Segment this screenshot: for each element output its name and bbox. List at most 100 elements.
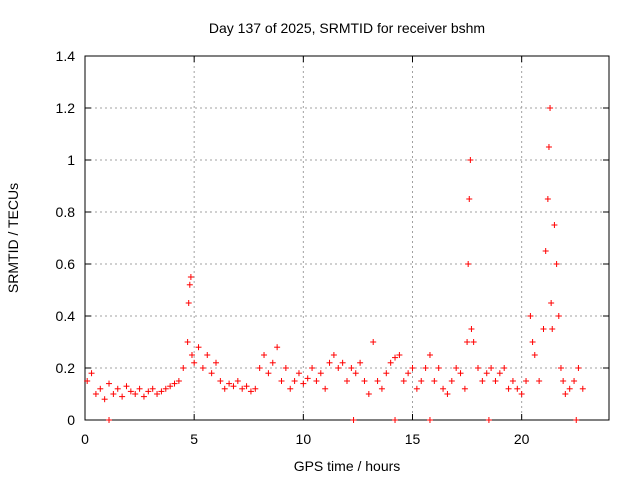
x-axis-ticks: 0 5 10 15 20 [81, 56, 530, 447]
y-axis-label: SRMTID / TECUs [5, 183, 21, 293]
data-point [127, 388, 134, 395]
data-point [313, 378, 320, 384]
data-point [475, 365, 481, 371]
data-point [536, 378, 543, 384]
data-point [261, 352, 268, 358]
data-point [409, 365, 416, 371]
data-point [326, 359, 333, 366]
data-point [184, 339, 191, 345]
data-point [171, 380, 178, 387]
x-tick-label: 10 [296, 431, 312, 447]
data-point [453, 365, 460, 371]
data-point [188, 352, 195, 358]
data-point [392, 417, 399, 423]
data-point [256, 365, 263, 371]
data-point [545, 144, 552, 150]
data-point [265, 370, 272, 377]
data-point [350, 417, 357, 423]
data-point [145, 388, 152, 395]
data-point [187, 274, 194, 280]
data-point [295, 370, 302, 377]
data-point [269, 359, 276, 366]
data-point [357, 359, 364, 366]
y-tick-label: 0.4 [56, 308, 76, 324]
data-point [488, 365, 495, 371]
data-point [549, 326, 556, 332]
data-point [247, 388, 254, 395]
data-point [339, 359, 346, 366]
data-point [553, 261, 560, 267]
data-point [309, 365, 316, 371]
data-point [230, 383, 237, 390]
data-point [186, 281, 193, 288]
data-point [374, 378, 381, 384]
plot-frame [84, 55, 610, 421]
data-point [505, 385, 512, 392]
data-point [330, 352, 337, 358]
data-point [527, 313, 534, 319]
data-point [344, 378, 350, 384]
data-point [440, 385, 447, 392]
data-point [492, 378, 499, 384]
y-tick-label: 0 [67, 412, 75, 428]
data-point [300, 380, 307, 387]
y-tick-label: 0.6 [56, 256, 76, 272]
data-point [221, 385, 228, 392]
data-point [562, 391, 569, 397]
y-axis-ticks: 0 0.2 0.4 0.6 0.8 1 1.2 1.4 [56, 48, 609, 428]
y-tick-label: 0.8 [56, 204, 76, 220]
data-point [204, 352, 211, 358]
data-point [555, 313, 562, 319]
data-point [426, 352, 433, 358]
data-point [370, 339, 377, 345]
data-point [465, 261, 472, 267]
data-point [496, 370, 503, 377]
data-point [185, 300, 192, 306]
grid-lines [85, 56, 609, 420]
data-point [405, 370, 412, 377]
data-point [119, 393, 126, 400]
data-point [523, 378, 530, 384]
data-point [278, 378, 285, 384]
data-point [304, 375, 311, 382]
data-point [579, 385, 586, 392]
data-point [132, 391, 139, 397]
data-point [387, 359, 394, 366]
data-point [352, 370, 359, 377]
data-point [106, 380, 113, 387]
data-point [92, 391, 99, 397]
data-point [154, 391, 161, 397]
data-point [547, 105, 554, 111]
x-tick-label: 15 [405, 431, 421, 447]
data-point [461, 385, 468, 392]
data-point [573, 417, 580, 423]
data-point [243, 383, 250, 390]
data-point [199, 365, 206, 371]
data-point [110, 391, 117, 397]
data-point [483, 370, 490, 377]
data-point [396, 352, 403, 358]
data-point [114, 385, 121, 392]
data-point [84, 378, 91, 384]
data-point [466, 196, 473, 202]
data-point [431, 378, 438, 384]
data-point [413, 385, 420, 392]
data-point [531, 352, 538, 358]
data-point [287, 385, 294, 392]
data-point [557, 365, 564, 371]
data-point [485, 417, 492, 423]
data-point [470, 339, 477, 345]
x-tick-label: 5 [190, 431, 198, 447]
y-tick-label: 1 [67, 152, 75, 168]
data-point [195, 344, 202, 351]
data-point [464, 339, 471, 345]
data-point [575, 365, 582, 371]
x-tick-label: 0 [81, 431, 89, 447]
data-point [514, 385, 521, 392]
data-point [444, 391, 451, 397]
chart-title: Day 137 of 2025, SRMTID for receiver bsh… [209, 20, 485, 36]
data-point [213, 359, 219, 366]
data-point [140, 393, 147, 400]
data-point [560, 378, 567, 384]
